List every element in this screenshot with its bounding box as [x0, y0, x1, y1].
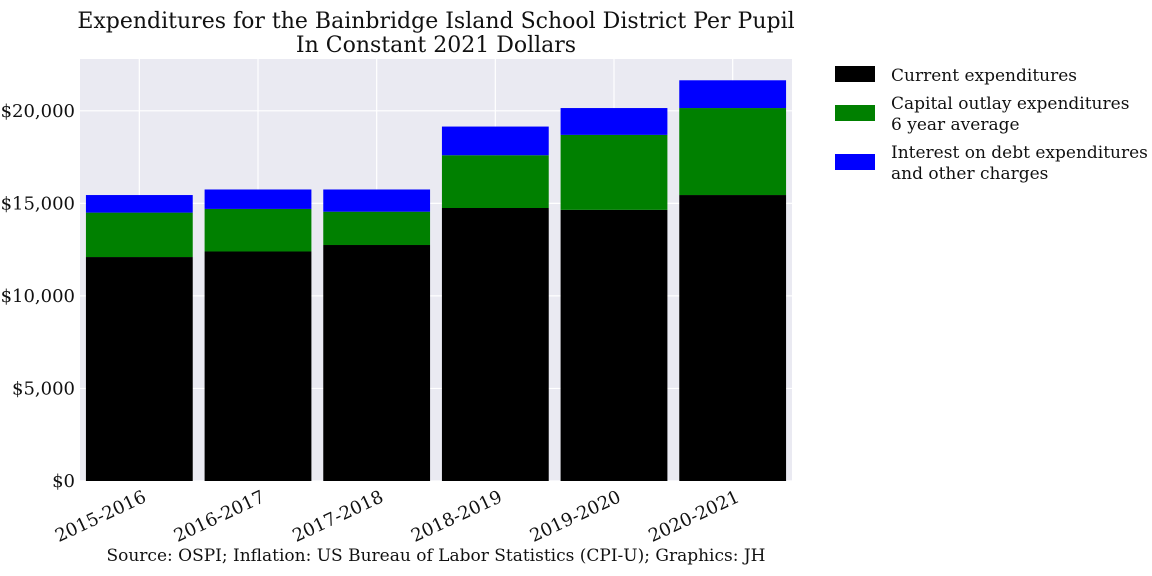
legend-label-3: Interest on debt expenditures	[891, 143, 1148, 163]
y-tick-label: $10,000	[1, 286, 75, 307]
chart-title-line-2: In Constant 2021 Dollars	[296, 33, 576, 58]
bar-segment-1-2017-2018	[323, 245, 431, 481]
bar-segment-2-2016-2017	[204, 208, 312, 252]
x-tick-label: 2015-2016	[52, 486, 149, 546]
source-note: Source: OSPI; Inflation: US Bureau of La…	[106, 546, 765, 566]
x-axis-ticks: 2015-2016 2016-2017 2017-2018 2018-2019 2019…	[52, 486, 743, 546]
y-tick-label: $5,000	[12, 378, 75, 399]
x-tick-label: 2016-2017	[171, 486, 268, 546]
bar-segment-3-2016-2017	[204, 189, 312, 209]
y-tick-label: $0	[52, 471, 75, 492]
bar-segment-1-2020-2021	[679, 195, 787, 481]
bar-segment-3-2017-2018	[323, 189, 431, 212]
bar-segment-3-2020-2021	[679, 80, 787, 109]
bars	[85, 80, 787, 482]
bar-segment-1-2015-2016	[85, 257, 193, 481]
bar-segment-2-2017-2018	[323, 211, 431, 246]
y-tick-label: $20,000	[1, 101, 75, 122]
bar-segment-3-2019-2020	[560, 108, 668, 135]
legend-swatch-1	[835, 66, 875, 82]
bar-segment-3-2015-2016	[85, 195, 193, 213]
legend-label-2: Capital outlay expenditures	[891, 94, 1129, 114]
legend: Current expenditures Capital outlay expen…	[835, 66, 1148, 184]
legend-label-3: and other charges	[891, 164, 1048, 184]
bar-segment-2-2019-2020	[560, 134, 668, 210]
bar-segment-2-2018-2019	[441, 155, 549, 208]
legend-label-2: 6 year average	[891, 115, 1020, 135]
plot-area	[80, 59, 792, 481]
bar-segment-2-2015-2016	[85, 212, 193, 258]
x-tick-label: 2020-2021	[645, 486, 742, 546]
chart-title-line-1: Expenditures for the Bainbridge Island S…	[77, 9, 794, 34]
bar-segment-1-2016-2017	[204, 251, 312, 481]
bar-segment-3-2018-2019	[441, 126, 549, 156]
legend-label-1: Current expenditures	[891, 66, 1077, 86]
bar-segment-1-2018-2019	[441, 207, 549, 482]
x-tick-label: 2018-2019	[408, 486, 505, 546]
y-axis-ticks: $0 $5,000 $10,000 $15,000 $20,000	[1, 101, 75, 492]
y-tick-label: $15,000	[1, 193, 75, 214]
legend-swatch-3	[835, 154, 875, 170]
legend-swatch-2	[835, 105, 875, 121]
bar-segment-1-2019-2020	[560, 209, 668, 481]
bar-segment-2-2020-2021	[679, 108, 787, 196]
x-tick-label: 2019-2020	[527, 486, 624, 546]
x-tick-label: 2017-2018	[289, 486, 386, 546]
